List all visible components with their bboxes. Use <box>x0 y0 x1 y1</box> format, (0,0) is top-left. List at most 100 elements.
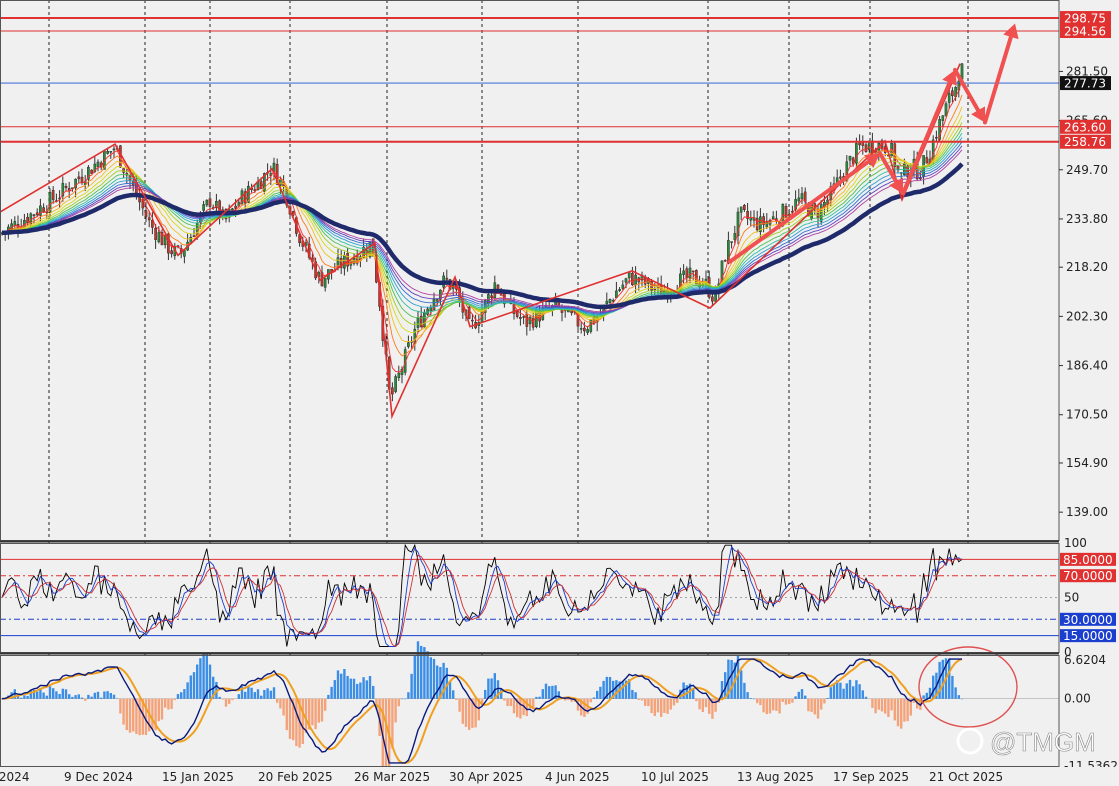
histogram-bar <box>621 681 624 699</box>
candle-body <box>739 206 743 213</box>
histogram-bar <box>471 698 474 728</box>
histogram-bar <box>925 692 928 699</box>
candle-body <box>528 316 532 325</box>
candle-body <box>522 316 525 318</box>
histogram-bar <box>538 696 541 699</box>
histogram-bar <box>583 698 586 718</box>
histogram-bar <box>170 698 173 709</box>
candle-body <box>61 183 65 197</box>
candle-body <box>48 192 52 213</box>
momentum-tick-label: 0.00 <box>1064 692 1091 706</box>
candle-body <box>413 328 417 344</box>
time-tick-label: 17 Sep 2025 <box>833 770 909 784</box>
histogram-bar <box>333 680 336 699</box>
histogram-bar <box>400 698 404 700</box>
histogram-bar <box>368 675 372 699</box>
histogram-bar <box>362 677 365 699</box>
histogram-bar <box>468 698 471 730</box>
histogram-bar <box>532 698 535 710</box>
signal-line <box>1 549 963 648</box>
histogram-bar <box>442 662 445 699</box>
histogram-bar <box>810 698 813 712</box>
histogram-bar <box>423 647 426 699</box>
momentum-pane[interactable] <box>0 641 1059 782</box>
candle-body <box>35 212 39 216</box>
candle-body <box>586 329 589 333</box>
histogram-bar <box>813 698 816 715</box>
histogram-bar <box>720 681 724 699</box>
histogram-bar <box>295 698 298 747</box>
candle-body <box>147 217 151 221</box>
rsi-line <box>1 545 963 647</box>
histogram-bar <box>314 698 317 730</box>
histogram-bar <box>544 683 548 699</box>
histogram-bar <box>820 698 823 710</box>
histogram-bar <box>650 698 653 714</box>
histogram-bar <box>132 698 135 732</box>
histogram-bar <box>516 698 519 718</box>
histogram-bar <box>263 689 266 699</box>
level-price-tag-text: 263.60 <box>1064 120 1106 134</box>
histogram-bar <box>554 685 557 699</box>
candle-body <box>26 216 29 224</box>
oscillator-level-tag-text: 30.0000 <box>1063 613 1113 627</box>
candle-body <box>925 157 929 164</box>
histogram-bar <box>615 680 618 699</box>
candle-body <box>471 319 474 322</box>
watermark-logo-icon <box>956 727 984 755</box>
trend-arrow-shaft <box>983 34 1013 125</box>
price-tick-label: 233.80 <box>1066 212 1108 226</box>
oscillator-level-tag <box>1060 569 1116 583</box>
candle-body <box>215 201 218 209</box>
histogram-bar <box>301 698 304 744</box>
candle-body <box>400 369 404 375</box>
histogram-bar <box>704 698 708 708</box>
histogram-bar <box>887 698 890 718</box>
price-pane[interactable] <box>0 17 1059 420</box>
trend-arrow-shaft <box>728 159 871 264</box>
histogram-bar <box>794 696 797 699</box>
time-tick-label: 30 Apr 2025 <box>449 770 523 784</box>
histogram-bar <box>474 698 477 728</box>
histogram-bar <box>845 683 848 699</box>
histogram-bar <box>384 698 388 781</box>
histogram-bar <box>749 698 752 699</box>
histogram-bar <box>567 698 570 700</box>
candle-body <box>202 204 205 211</box>
histogram-bar <box>29 690 32 699</box>
histogram-bar <box>938 661 941 699</box>
oscillator-level-tag-text: 70.0000 <box>1063 569 1113 583</box>
histogram-bar <box>308 698 311 730</box>
histogram-bar <box>941 659 944 699</box>
histogram-bar <box>656 698 660 713</box>
current-price-tag <box>1060 76 1111 91</box>
histogram-bar <box>880 698 884 712</box>
candle-body <box>13 221 17 227</box>
candle-body <box>323 277 327 288</box>
candle-body <box>762 216 765 225</box>
candle-body <box>743 205 746 210</box>
time-tick-label: 4 Jun 2025 <box>545 770 610 784</box>
histogram-bar <box>288 698 292 739</box>
histogram-bar <box>20 697 23 699</box>
candle-body <box>39 205 42 216</box>
oscillator-pane[interactable] <box>0 543 1059 652</box>
histogram-bar <box>84 698 87 701</box>
histogram-bar <box>228 698 231 704</box>
histogram-bar <box>269 690 272 699</box>
histogram-bar <box>960 698 964 700</box>
histogram-bar <box>391 698 394 749</box>
candle-body <box>691 270 695 273</box>
histogram-bar <box>103 691 106 699</box>
slow-ma-line[interactable] <box>2 162 964 310</box>
candle-body <box>445 277 449 280</box>
candle-body <box>906 165 909 178</box>
ribbon-ma-line <box>1 94 963 357</box>
candle-body <box>771 216 775 220</box>
histogram-bar <box>848 679 852 699</box>
histogram-bar <box>42 692 45 699</box>
histogram-bar <box>461 698 464 724</box>
macd-signal-line <box>1 658 963 764</box>
